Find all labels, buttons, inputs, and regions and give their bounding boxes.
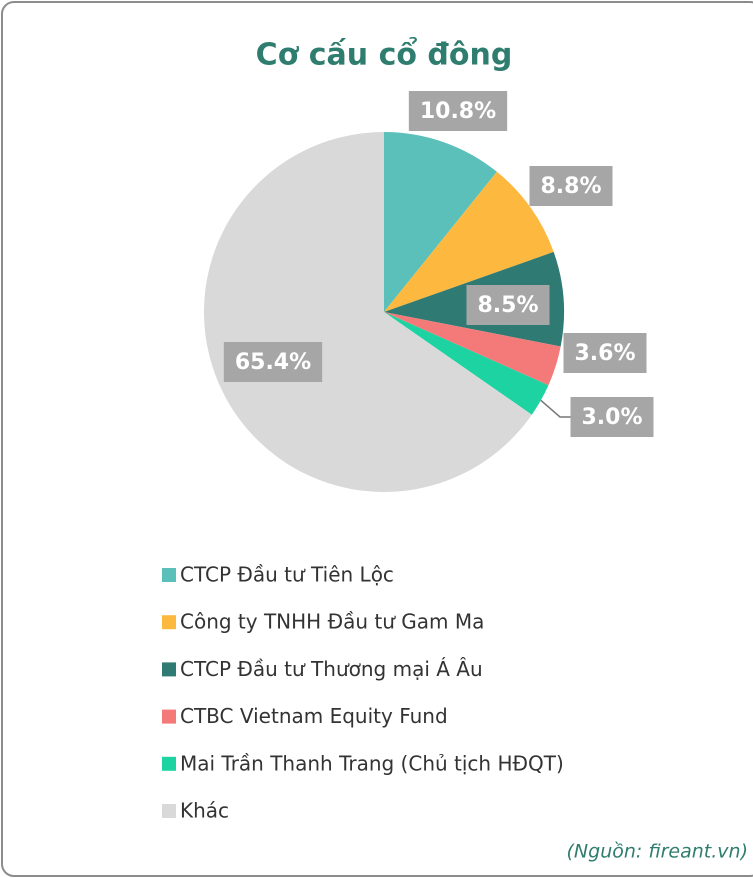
legend-swatch [162, 615, 176, 630]
pie-slice [384, 312, 549, 415]
data-label-box [570, 397, 654, 437]
legend-label: Khác [180, 799, 229, 823]
legend-swatch [162, 568, 176, 582]
legend-label: CTCP Đầu tư Tiên Lộc [180, 563, 394, 587]
chart-title: Cơ cấu cổ đông [256, 37, 513, 73]
data-label: 8.8% [540, 174, 601, 199]
data-label-box [466, 285, 550, 325]
legend-label: Mai Trần Thanh Trang (Chủ tịch HĐQT) [180, 751, 564, 775]
data-label: 10.8% [420, 99, 496, 124]
pie-slice [384, 312, 561, 386]
data-label-box [408, 91, 508, 131]
pie-slice [204, 132, 532, 492]
data-label: 3.0% [581, 405, 642, 430]
data-label-box [223, 342, 323, 382]
pie-slice [384, 132, 497, 312]
data-label-box [563, 333, 647, 373]
leader-line [540, 399, 572, 418]
data-label: 65.4% [235, 350, 311, 375]
legend-swatch [162, 804, 176, 818]
data-label: 3.6% [574, 341, 635, 366]
pie-slice [384, 171, 554, 312]
legend-label: CTCP Đầu tư Thương mại Á Âu [180, 657, 483, 681]
data-label-box [529, 166, 613, 206]
legend-label: Công ty TNHH Đầu tư Gam Ma [180, 610, 484, 634]
legend-swatch [162, 709, 176, 724]
data-label: 8.5% [477, 293, 538, 318]
legend-swatch [162, 662, 176, 677]
source: (Nguồn: fireant.vn) [567, 841, 748, 863]
legend-swatch [162, 756, 176, 771]
legend-label: CTBC Vietnam Equity Fund [180, 704, 448, 728]
